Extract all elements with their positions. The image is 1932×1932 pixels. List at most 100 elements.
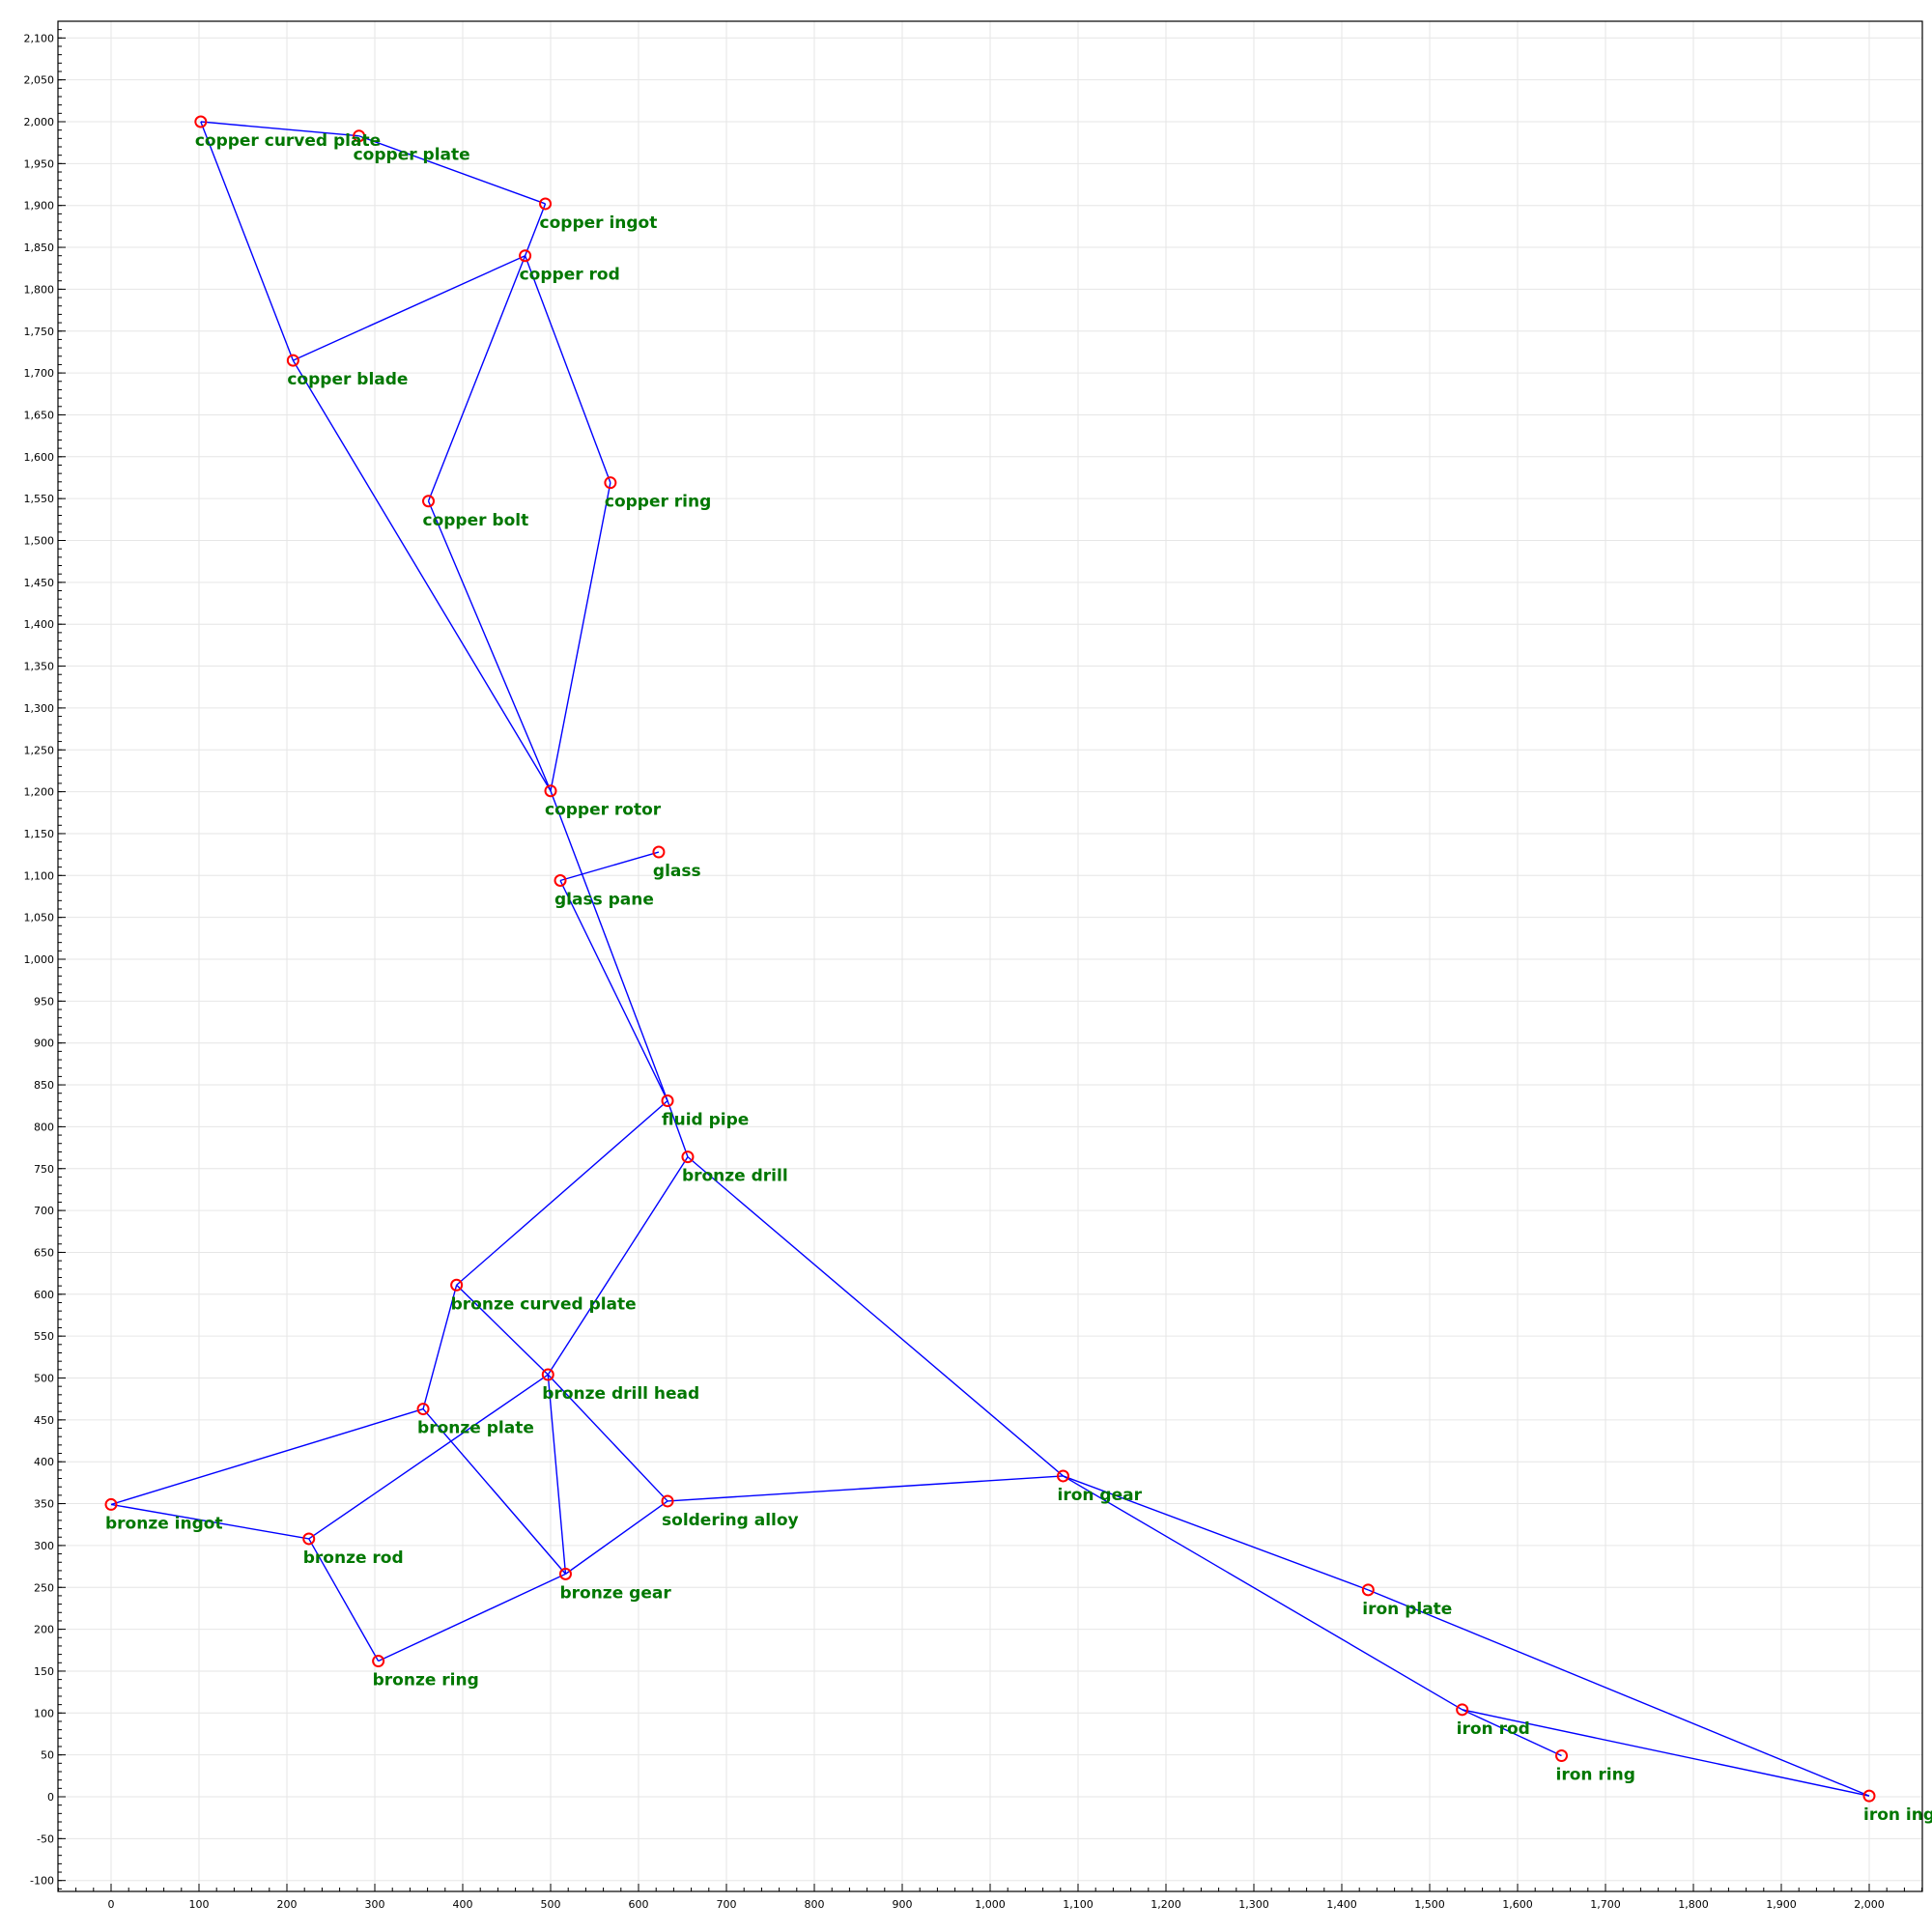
y-tick-label: 550	[34, 1330, 54, 1343]
edge-line	[422, 1408, 566, 1575]
y-tick-label: 1,850	[24, 242, 55, 254]
y-tick-label: 1,800	[24, 283, 55, 296]
edge-line	[456, 1284, 549, 1376]
node-label: soldering alloy	[662, 1511, 799, 1530]
node-label: copper plate	[354, 146, 470, 165]
node-marker	[544, 784, 557, 798]
x-tick-label: 500	[541, 1898, 561, 1911]
edge-line	[550, 482, 611, 791]
edge-line	[422, 1285, 458, 1409]
node-marker	[519, 249, 532, 263]
edge-line	[110, 1503, 309, 1540]
edge-line	[524, 255, 611, 483]
x-tick-label: 1,600	[1502, 1898, 1533, 1911]
node-label: bronze plate	[417, 1419, 534, 1438]
edge-line	[1368, 1589, 1870, 1797]
edge-line	[524, 203, 547, 256]
node-label: bronze drill	[682, 1167, 788, 1186]
y-tick-label: 50	[41, 1749, 54, 1762]
node-label: iron plate	[1362, 1600, 1452, 1619]
node-label: bronze curved plate	[451, 1294, 637, 1314]
x-tick-label: 1,000	[975, 1898, 1006, 1911]
y-tick-label: 2,100	[24, 32, 55, 44]
node-label: copper rotor	[545, 801, 662, 820]
y-tick-label: 950	[34, 995, 54, 1008]
y-tick-label: 250	[34, 1581, 54, 1594]
node-label: iron gear	[1058, 1486, 1143, 1505]
edge-line	[1063, 1475, 1369, 1591]
node-label: copper blade	[287, 370, 408, 389]
y-tick-label: 1,150	[24, 828, 55, 840]
x-tick-label: 600	[629, 1898, 649, 1911]
node-label: bronze drill head	[542, 1384, 699, 1404]
y-tick-label: 650	[34, 1246, 54, 1259]
node-label: copper ring	[605, 493, 711, 512]
node-marker	[604, 476, 617, 490]
node-marker	[422, 495, 436, 508]
x-tick-label: 900	[893, 1898, 913, 1911]
edge-line	[687, 1156, 1064, 1477]
x-tick-label: 2,000	[1854, 1898, 1885, 1911]
edge-line	[427, 500, 552, 792]
y-tick-label: 1,700	[24, 367, 55, 380]
edge-line	[547, 1374, 567, 1575]
node-marker	[661, 1494, 674, 1508]
x-tick-label: 700	[717, 1898, 737, 1911]
x-tick-label: 1,900	[1766, 1898, 1797, 1911]
node-marker	[286, 354, 299, 367]
edge-line	[110, 1407, 424, 1506]
edge-line	[547, 1156, 689, 1376]
y-tick-label: 600	[34, 1289, 54, 1301]
node-marker	[372, 1655, 385, 1668]
edge-line	[292, 359, 552, 792]
y-tick-label: 1,950	[24, 157, 55, 170]
edge-line	[1063, 1475, 1463, 1711]
node-marker	[1456, 1703, 1469, 1717]
y-tick-label: 1,600	[24, 451, 55, 464]
y-tick-label: 1,000	[24, 953, 55, 966]
x-tick-label: 1,300	[1238, 1898, 1269, 1911]
node-marker	[302, 1532, 316, 1546]
y-tick-label: 1,300	[24, 702, 55, 715]
y-tick-label: 150	[34, 1665, 54, 1678]
x-tick-label: 1,200	[1151, 1898, 1181, 1911]
edge-line	[565, 1500, 668, 1575]
node-label: glass	[653, 862, 701, 881]
y-tick-label: 0	[47, 1791, 54, 1804]
edge-line	[667, 1475, 1064, 1502]
node-label: iron ring	[1556, 1766, 1635, 1785]
node-marker	[558, 1567, 572, 1580]
edges	[110, 121, 1870, 1797]
y-tick-label: 750	[34, 1163, 54, 1176]
node-label: iron rod	[1457, 1719, 1530, 1739]
node-marker	[652, 845, 666, 859]
y-tick-label: -50	[37, 1833, 54, 1845]
y-tick-label: 450	[34, 1414, 54, 1427]
x-tick-label: 200	[277, 1898, 298, 1911]
edge-line	[550, 790, 668, 1101]
node-marker	[1361, 1583, 1375, 1597]
node-label: fluid pipe	[662, 1111, 749, 1130]
node-label: copper bolt	[423, 511, 529, 530]
node-marker	[416, 1403, 430, 1416]
node-label: bronze ring	[373, 1671, 479, 1690]
edge-line	[547, 1374, 668, 1502]
edge-line	[1462, 1709, 1562, 1757]
node-marker	[104, 1497, 118, 1511]
edge-line	[667, 1100, 689, 1157]
edge-line	[456, 1099, 668, 1286]
y-tick-label: 1,200	[24, 786, 55, 799]
node-marker	[681, 1151, 695, 1164]
x-tick-label: 0	[108, 1898, 115, 1911]
y-tick-label: 1,100	[24, 869, 55, 882]
y-tick-label: 1,450	[24, 577, 55, 589]
x-tick-label: 1,400	[1326, 1898, 1357, 1911]
edge-line	[293, 255, 526, 361]
edge-line	[559, 851, 660, 882]
edge-line	[427, 255, 526, 502]
y-tick-label: 200	[34, 1624, 54, 1636]
axes: 0 100 200 300 400 500 600 700 800 900 1,000 1,100 1,…	[24, 20, 1923, 1911]
y-tick-label: 2,000	[24, 116, 55, 128]
node-marker	[539, 197, 553, 211]
